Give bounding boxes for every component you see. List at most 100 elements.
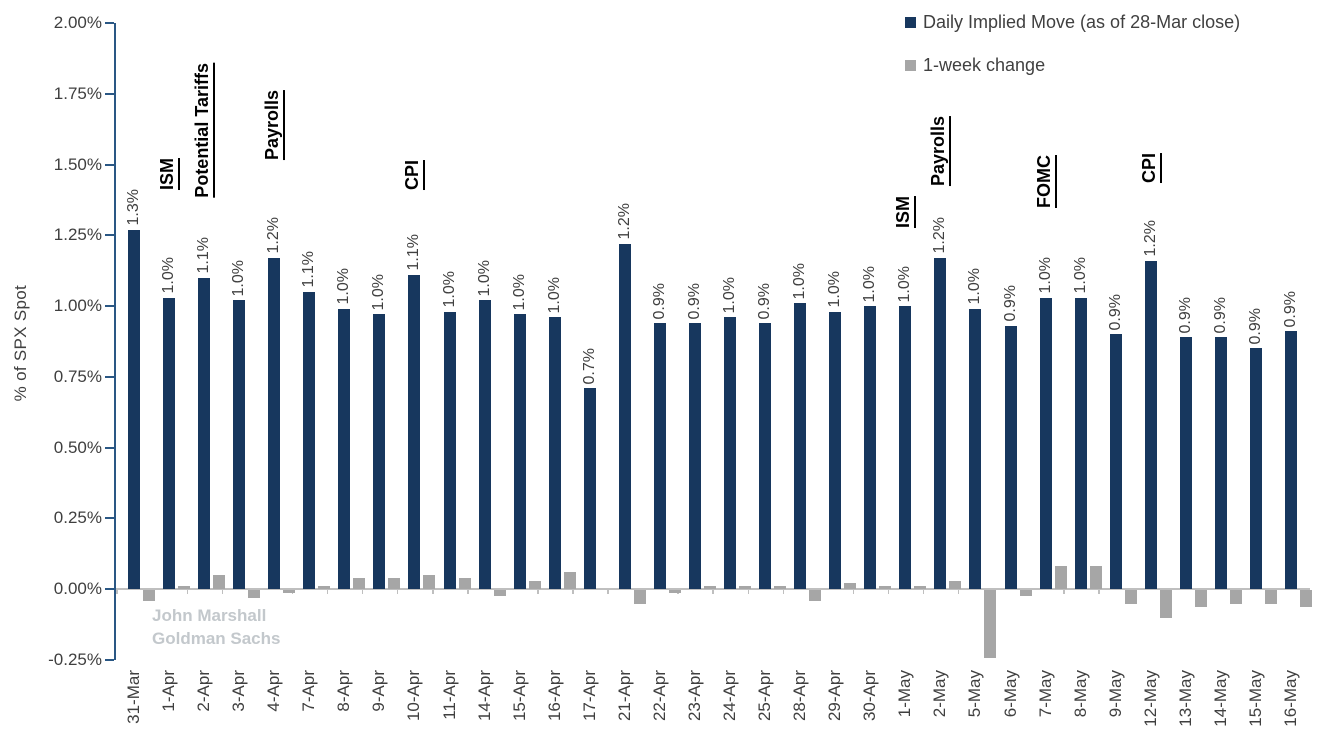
event-annotation: Payrolls bbox=[262, 89, 286, 160]
bar-daily-implied-move bbox=[653, 322, 666, 589]
x-tick-label: 17-Apr bbox=[579, 670, 599, 722]
bar-value-label: 1.0% bbox=[791, 262, 809, 300]
bar-daily-implied-move bbox=[268, 257, 281, 589]
y-tick-label: 0.75% bbox=[53, 366, 102, 386]
event-annotation: CPI bbox=[1138, 152, 1162, 183]
bar-value-label: 1.0% bbox=[370, 274, 388, 311]
bar-value-label: 1.0% bbox=[826, 271, 844, 308]
x-axis-tick bbox=[116, 589, 118, 594]
x-tick-label: 2-May bbox=[930, 670, 950, 718]
x-axis-tick bbox=[922, 589, 925, 594]
bar-value-label: 1.0% bbox=[160, 257, 178, 294]
x-axis-tick bbox=[572, 589, 574, 594]
bar-one-week-change bbox=[1264, 590, 1277, 605]
bar-value-label: 0.9% bbox=[1211, 296, 1229, 334]
bar-daily-implied-move bbox=[1214, 337, 1227, 589]
bar-one-week-change bbox=[493, 590, 506, 596]
bar-value-label: 1.2% bbox=[1141, 220, 1159, 257]
bar-value-label: 1.2% bbox=[615, 203, 633, 240]
bar-one-week-change bbox=[949, 580, 962, 589]
legend-label-one-week-change: 1-week change bbox=[923, 55, 1046, 75]
y-tick-label: 0.25% bbox=[53, 508, 102, 528]
event-annotation: Potential Tariffs bbox=[192, 63, 216, 198]
x-axis-tick bbox=[432, 589, 434, 594]
bar-daily-implied-move bbox=[618, 243, 631, 589]
bar-daily-implied-move bbox=[1249, 348, 1262, 589]
bar-value-label: 1.1% bbox=[405, 234, 423, 271]
y-tick-label: 1.75% bbox=[53, 83, 102, 103]
bar-one-week-change bbox=[528, 580, 541, 589]
bar-daily-implied-move bbox=[198, 277, 211, 589]
bar-one-week-change bbox=[809, 590, 822, 602]
x-tick-label: 8-Apr bbox=[334, 670, 354, 712]
bar-daily-implied-move bbox=[233, 300, 246, 589]
event-annotation: FOMC bbox=[1033, 155, 1057, 208]
bar-value-label: 1.0% bbox=[861, 265, 879, 302]
x-tick-label: 22-Apr bbox=[649, 670, 669, 722]
bar-one-week-change bbox=[1194, 590, 1207, 607]
x-tick-label: 23-Apr bbox=[684, 670, 704, 722]
y-axis-tick bbox=[105, 517, 114, 520]
bar-daily-implied-move bbox=[1284, 331, 1297, 589]
y-tick-label: 1.00% bbox=[53, 296, 102, 315]
y-axis-tick bbox=[105, 305, 114, 307]
bar-one-week-change bbox=[283, 590, 296, 593]
watermark: John Marshall Goldman Sachs bbox=[152, 604, 280, 650]
bar-daily-implied-move bbox=[794, 303, 807, 589]
bar-daily-implied-move bbox=[934, 257, 947, 589]
legend-swatch-daily-implied-move bbox=[905, 17, 916, 28]
bar-value-label: 1.3% bbox=[125, 189, 142, 226]
bar-one-week-change bbox=[668, 590, 681, 593]
y-tick-label: 1.50% bbox=[53, 154, 102, 174]
x-tick-label: 15-Apr bbox=[509, 670, 529, 722]
y-tick-label: 1.25% bbox=[53, 225, 102, 245]
y-tick-label: 0.00% bbox=[53, 579, 102, 598]
y-axis-tick bbox=[105, 92, 114, 95]
bar-one-week-change bbox=[318, 586, 331, 589]
bar-daily-implied-move bbox=[548, 317, 561, 589]
x-axis-tick bbox=[1063, 589, 1065, 594]
bar-daily-implied-move bbox=[583, 388, 596, 589]
x-axis-tick bbox=[782, 589, 785, 594]
bar-value-label: 1.0% bbox=[1071, 257, 1089, 294]
x-tick-label: 1-Apr bbox=[159, 670, 179, 712]
y-axis-tick bbox=[105, 375, 114, 378]
bar-one-week-change bbox=[178, 586, 191, 589]
x-tick-label: 1-May bbox=[895, 670, 915, 718]
x-axis-tick bbox=[957, 589, 960, 594]
bar-value-label: 1.2% bbox=[265, 217, 283, 254]
event-annotation: CPI bbox=[402, 159, 426, 190]
x-axis-tick bbox=[396, 589, 399, 594]
x-axis-tick bbox=[186, 589, 189, 594]
bar-daily-implied-move bbox=[829, 311, 842, 589]
legend-item-one-week-change: 1-week change bbox=[905, 55, 1240, 76]
event-annotation: ISM bbox=[893, 195, 917, 228]
bar-value-label: 1.1% bbox=[195, 237, 213, 274]
x-tick-label: 8-May bbox=[1070, 670, 1090, 718]
bar-one-week-change bbox=[388, 577, 401, 589]
x-tick-label: 10-Apr bbox=[404, 670, 424, 722]
legend-swatch-one-week-change bbox=[905, 60, 916, 71]
bar-one-week-change bbox=[633, 590, 646, 605]
x-tick-label: 15-May bbox=[1245, 670, 1265, 727]
bar-one-week-change bbox=[1124, 590, 1137, 605]
bar-value-label: 0.9% bbox=[1106, 293, 1124, 331]
x-tick-label: 9-May bbox=[1105, 670, 1125, 718]
bar-one-week-change bbox=[1299, 590, 1312, 607]
bar-daily-implied-move bbox=[478, 300, 491, 589]
bar-value-label: 1.1% bbox=[300, 251, 318, 288]
x-axis-tick bbox=[607, 589, 609, 594]
y-tick-label: 0.50% bbox=[53, 437, 102, 457]
bar-one-week-change bbox=[984, 590, 997, 658]
x-tick-label: 3-Apr bbox=[229, 670, 249, 712]
y-axis-line bbox=[114, 23, 116, 660]
x-tick-label: 7-May bbox=[1035, 670, 1055, 718]
bar-value-label: 0.9% bbox=[1176, 296, 1194, 334]
bar-daily-implied-move bbox=[408, 274, 421, 589]
bar-daily-implied-move bbox=[1039, 297, 1052, 589]
x-axis-tick bbox=[852, 589, 855, 594]
bar-daily-implied-move bbox=[1109, 334, 1122, 589]
x-tick-label: 24-Apr bbox=[720, 670, 740, 722]
y-axis-title: % of SPX Spot bbox=[11, 285, 30, 402]
y-tick-label: -0.25% bbox=[48, 649, 102, 669]
